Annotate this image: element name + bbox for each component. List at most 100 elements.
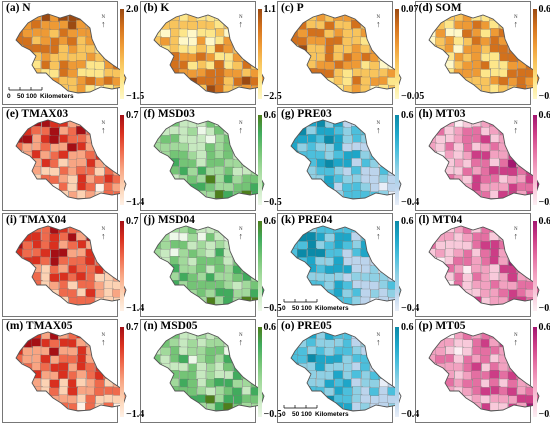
map-panel-n: (n) MSD05 N ↑ 0.6 −0.5 — [139, 319, 282, 423]
region-cell — [206, 93, 216, 102]
region-cell — [242, 126, 253, 136]
region-cell — [213, 158, 224, 167]
region-cell — [479, 69, 490, 79]
region-cell — [462, 191, 473, 199]
region-cell — [369, 241, 379, 251]
region-cell — [479, 387, 490, 397]
region-cell — [186, 233, 197, 243]
region-cell — [86, 198, 97, 199]
region-cell — [351, 166, 361, 175]
region-cell — [222, 44, 233, 54]
region-cell — [360, 44, 370, 54]
region-cell — [291, 288, 299, 298]
region-cell — [452, 76, 463, 86]
region-cell — [16, 370, 23, 380]
region-cell — [177, 84, 188, 93]
region-cell — [444, 84, 455, 93]
region-cell — [104, 134, 115, 144]
region-cell — [470, 198, 481, 199]
region-cell — [324, 61, 335, 71]
region-cell — [168, 410, 179, 411]
region-cell — [68, 411, 78, 420]
north-arrow-icon: N ↑ — [101, 15, 106, 29]
region-cell — [240, 256, 251, 266]
region-cell — [177, 36, 188, 46]
region-cell — [260, 240, 264, 249]
region-cell — [94, 387, 104, 397]
map-frame — [277, 319, 393, 423]
legend-colorbar — [120, 9, 124, 99]
region-cell — [515, 370, 526, 380]
region-cell — [103, 52, 113, 62]
region-cell — [241, 346, 252, 356]
region-cell — [76, 272, 86, 281]
region-cell — [94, 135, 104, 145]
map-svg-n — [139, 319, 264, 423]
region-cell — [360, 402, 370, 411]
region-cell — [49, 347, 59, 357]
region-cell — [159, 37, 170, 47]
map-frame — [139, 319, 256, 423]
region-cell — [428, 232, 438, 242]
region-cell — [343, 199, 353, 208]
region-cell — [103, 158, 113, 168]
region-cell — [369, 175, 379, 185]
map-frame — [2, 213, 118, 317]
region-cell — [498, 338, 509, 348]
region-cell — [58, 256, 69, 266]
region-cell — [213, 272, 224, 281]
legend-min-value: −0.4 — [401, 303, 420, 314]
region-cell — [361, 14, 372, 22]
region-cell — [428, 84, 436, 93]
region-cell — [231, 61, 242, 71]
region-cell — [360, 190, 370, 199]
region-cell — [159, 387, 170, 397]
region-cell — [177, 190, 188, 199]
region-cell — [369, 273, 380, 283]
region-cell — [159, 347, 170, 357]
region-cell — [291, 386, 300, 396]
region-cell — [397, 134, 401, 143]
region-cell — [103, 44, 114, 54]
region-cell — [85, 142, 96, 152]
region-cell — [224, 120, 235, 128]
region-cell — [122, 346, 126, 355]
region-cell — [76, 410, 87, 411]
region-cell — [31, 402, 42, 411]
region-cell — [361, 198, 372, 199]
region-cell — [213, 378, 224, 387]
region-cell — [343, 93, 353, 102]
region-cell — [153, 60, 163, 70]
region-cell — [428, 198, 436, 199]
map-svg-a — [2, 1, 127, 105]
legend-max-value: 0.6 — [538, 110, 550, 121]
map-frame — [2, 107, 118, 211]
region-cell — [22, 273, 33, 283]
region-cell — [224, 410, 235, 411]
region-cell — [436, 305, 446, 314]
region-cell — [16, 190, 24, 199]
region-cell — [186, 127, 197, 137]
region-cell — [428, 410, 436, 411]
region-cell — [479, 175, 490, 185]
region-cell — [22, 289, 32, 299]
region-cell — [369, 167, 380, 177]
region-cell — [506, 273, 517, 283]
region-cell — [333, 84, 344, 93]
region-cell — [86, 332, 97, 340]
region-cell — [222, 36, 233, 46]
region-cell — [452, 354, 463, 364]
region-cell — [515, 158, 526, 168]
region-cell — [452, 142, 463, 152]
region-cell — [428, 264, 436, 274]
region-cell — [186, 167, 197, 177]
region-cell — [94, 347, 104, 357]
legend-min-value: −0.6 — [538, 303, 550, 314]
region-cell — [428, 68, 437, 78]
region-cell — [103, 370, 113, 380]
region-cell — [360, 362, 370, 372]
region-cell — [161, 199, 171, 208]
region-cell — [291, 402, 299, 411]
region-cell — [67, 69, 78, 79]
region-cell — [452, 248, 463, 258]
